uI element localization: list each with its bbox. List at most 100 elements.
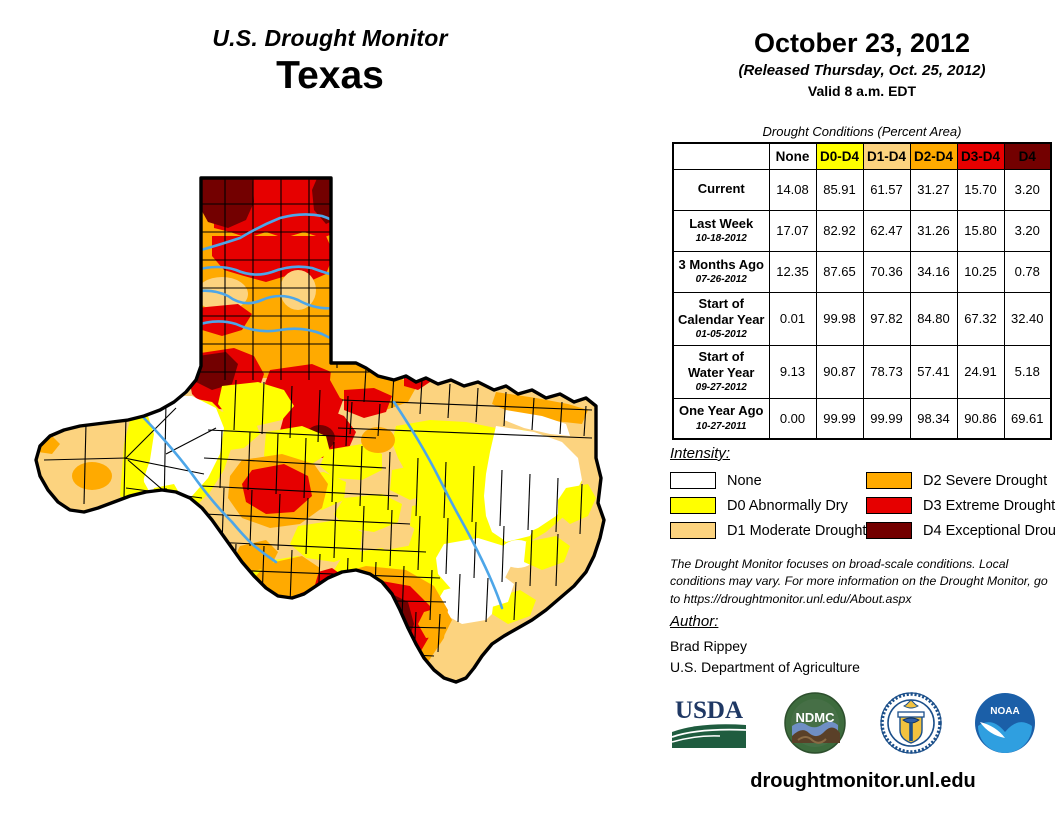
intensity-heading: Intensity: bbox=[670, 445, 731, 462]
row-label: Current bbox=[672, 168, 770, 211]
table-cell: 15.80 bbox=[956, 209, 1005, 252]
texas-drought-map[interactable] bbox=[26, 158, 670, 720]
table-cell: 5.18 bbox=[1003, 344, 1052, 399]
table-cell: 0.78 bbox=[1003, 250, 1052, 293]
table-cell: 0.00 bbox=[768, 397, 817, 440]
state-name-title: Texas bbox=[276, 54, 384, 98]
legend-item: D1 Moderate Drought bbox=[670, 518, 866, 543]
commerce-seal-logo[interactable] bbox=[880, 692, 942, 754]
table-row: Start of Water Year 09-27-2012 9.13 90.87 78.… bbox=[672, 344, 1052, 399]
col-header-d2d4: D2-D4 bbox=[909, 142, 958, 170]
table-cell: 14.08 bbox=[768, 168, 817, 211]
table-cell: 31.26 bbox=[909, 209, 958, 252]
legend-column-right: D2 Severe Drought D3 Extreme Drought D4 Ex… bbox=[866, 468, 1056, 543]
table-caption: Drought Conditions (Percent Area) bbox=[762, 124, 962, 139]
table-cell: 32.40 bbox=[1003, 291, 1052, 346]
noaa-logo[interactable]: NOAA bbox=[974, 692, 1036, 754]
svg-text:NOAA: NOAA bbox=[990, 706, 1019, 717]
legend-item-label: D4 Exceptional Drought bbox=[923, 522, 1056, 539]
website-url[interactable]: droughtmonitor.unl.edu bbox=[750, 770, 976, 792]
table-cell: 62.47 bbox=[862, 209, 911, 252]
author-heading: Author: bbox=[670, 613, 719, 630]
col-header-d4: D4 bbox=[1003, 142, 1052, 170]
ndmc-logo[interactable]: NDMC bbox=[784, 692, 846, 754]
valid-time: Valid 8 a.m. EDT bbox=[807, 83, 917, 100]
texas-state-outline bbox=[34, 176, 606, 684]
legend-color-swatch bbox=[866, 522, 912, 539]
date-block: October 23, 2012 (Released Thursday, Oct… bbox=[668, 28, 1056, 99]
table-row: 3 Months Ago 07-26-2012 12.35 87.65 70.36 34.… bbox=[672, 250, 1052, 293]
table-cell: 61.57 bbox=[862, 168, 911, 211]
table-cell: 99.98 bbox=[815, 291, 864, 346]
table-cell: 9.13 bbox=[768, 344, 817, 399]
table-cell: 99.99 bbox=[862, 397, 911, 440]
table-row: Start of Calendar Year 01-05-2012 0.01 99.98… bbox=[672, 291, 1052, 346]
table-cell: 99.99 bbox=[815, 397, 864, 440]
legend-color-swatch bbox=[670, 472, 716, 489]
svg-text:NDMC: NDMC bbox=[796, 710, 836, 725]
legend-color-swatch bbox=[866, 472, 912, 489]
row-label: Last Week 10-18-2012 bbox=[672, 209, 770, 252]
author-org: U.S. Department of Agriculture bbox=[670, 659, 860, 676]
table-cell: 98.34 bbox=[909, 397, 958, 440]
table-cell: 87.65 bbox=[815, 250, 864, 293]
table-cell: 24.91 bbox=[956, 344, 1005, 399]
legend-item-label: D1 Moderate Drought bbox=[727, 522, 867, 539]
disclaimer-text: The Drought Monitor focuses on broad-sca… bbox=[670, 557, 1048, 606]
corner-cell bbox=[673, 143, 769, 169]
usda-logo[interactable]: USDA bbox=[670, 692, 748, 750]
map-title-block: U.S. Drought Monitor Texas bbox=[0, 25, 660, 98]
row-label: Start of Water Year 09-27-2012 bbox=[672, 344, 770, 399]
row-label: 3 Months Ago 07-26-2012 bbox=[672, 250, 770, 293]
table-cell: 90.86 bbox=[956, 397, 1005, 440]
legend-item: None bbox=[670, 468, 866, 493]
legend-item: D4 Exceptional Drought bbox=[866, 518, 1056, 543]
svg-text:USDA: USDA bbox=[675, 697, 743, 724]
row-label-date: 07-26-2012 bbox=[695, 273, 747, 285]
legend-item: D2 Severe Drought bbox=[866, 468, 1056, 493]
legend-color-swatch bbox=[670, 522, 716, 539]
col-header-d3d4: D3-D4 bbox=[956, 142, 1005, 170]
drought-conditions-table: None D0-D4 D1-D4 D2-D4 D3-D4 D4 Current 1… bbox=[672, 142, 1052, 440]
legend-item-label: D2 Severe Drought bbox=[923, 472, 1048, 489]
table-cell: 31.27 bbox=[909, 168, 958, 211]
legend-item-label: D3 Extreme Drought bbox=[923, 497, 1056, 514]
col-header-d1d4: D1-D4 bbox=[862, 142, 911, 170]
row-label: Start of Calendar Year 01-05-2012 bbox=[672, 291, 770, 346]
table-cell: 3.20 bbox=[1003, 168, 1052, 211]
table-cell: 15.70 bbox=[956, 168, 1005, 211]
table-cell: 3.20 bbox=[1003, 209, 1052, 252]
table-row: Last Week 10-18-2012 17.07 82.92 62.47 31.26 1… bbox=[672, 209, 1052, 252]
legend-item-label: None bbox=[727, 472, 762, 489]
release-date: (Released Thursday, Oct. 25, 2012) bbox=[738, 62, 986, 80]
legend-color-swatch bbox=[670, 497, 716, 514]
legend-color-swatch bbox=[866, 497, 912, 514]
row-label: One Year Ago 10-27-2011 bbox=[672, 397, 770, 440]
valid-date: October 23, 2012 bbox=[753, 28, 971, 58]
col-header-none: None bbox=[768, 142, 817, 170]
table-cell: 69.61 bbox=[1003, 397, 1052, 440]
row-label-date: 10-18-2012 bbox=[695, 232, 747, 244]
legend-item: D0 Abnormally Dry bbox=[670, 493, 866, 518]
texas-map-svg[interactable] bbox=[26, 158, 670, 720]
legend-item: D3 Extreme Drought bbox=[866, 493, 1056, 518]
author-block: Brad Rippey U.S. Department of Agricultu… bbox=[670, 636, 1056, 679]
table-cell: 85.91 bbox=[815, 168, 864, 211]
table-cell: 90.87 bbox=[815, 344, 864, 399]
table-cell: 70.36 bbox=[862, 250, 911, 293]
table-cell: 84.80 bbox=[909, 291, 958, 346]
table-cell: 78.73 bbox=[862, 344, 911, 399]
table-cell: 57.41 bbox=[909, 344, 958, 399]
col-header-d0d4: D0-D4 bbox=[815, 142, 864, 170]
author-name: Brad Rippey bbox=[670, 638, 748, 654]
row-label-date: 10-27-2011 bbox=[696, 420, 747, 432]
drought-monitor-title: U.S. Drought Monitor bbox=[212, 25, 448, 51]
table-cell: 67.32 bbox=[956, 291, 1005, 346]
legend-column-left: None D0 Abnormally Dry D1 Moderate Drought bbox=[670, 468, 866, 543]
table-cell: 97.82 bbox=[862, 291, 911, 346]
table-row: Current 14.08 85.91 61.57 31.27 15.70 3.20 bbox=[672, 168, 1052, 211]
table-header-row: None D0-D4 D1-D4 D2-D4 D3-D4 D4 bbox=[673, 142, 1052, 170]
drought-intensity-layer bbox=[36, 178, 604, 682]
table-row: One Year Ago 10-27-2011 0.00 99.99 99.99 98.3… bbox=[672, 397, 1052, 440]
